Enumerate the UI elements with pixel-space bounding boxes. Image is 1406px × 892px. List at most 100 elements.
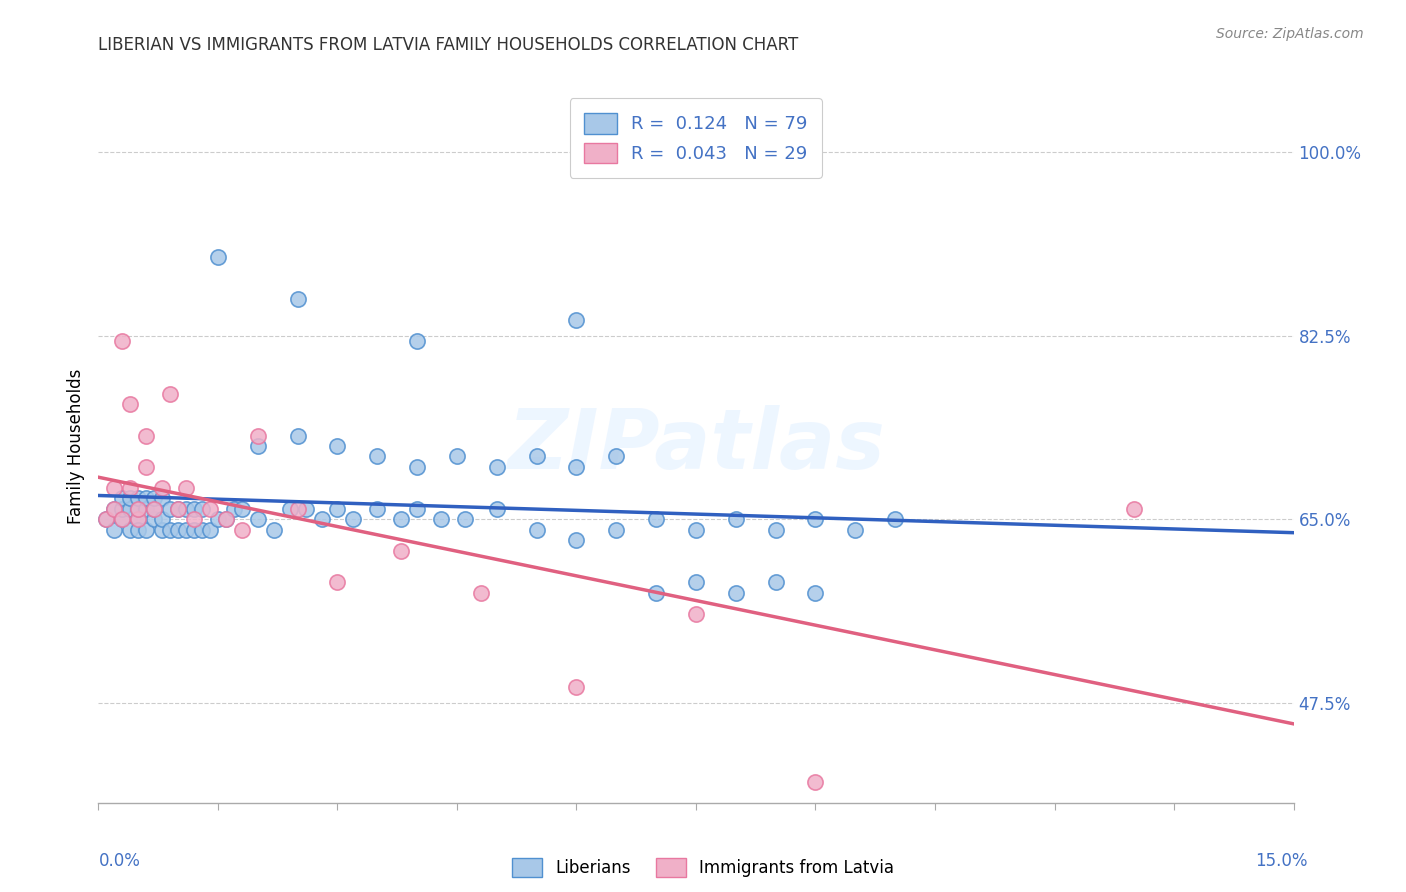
Point xyxy=(215,512,238,526)
Point xyxy=(127,512,149,526)
Legend: R =  0.124   N = 79, R =  0.043   N = 29: R = 0.124 N = 79, R = 0.043 N = 29 xyxy=(569,98,823,178)
Point xyxy=(111,512,134,526)
Point xyxy=(470,586,492,600)
Point xyxy=(765,575,787,590)
Point xyxy=(135,460,157,475)
Point xyxy=(724,512,747,526)
Text: ZIPatlas: ZIPatlas xyxy=(508,406,884,486)
Point xyxy=(120,397,142,411)
Point xyxy=(565,460,588,475)
Point xyxy=(143,502,166,516)
Point xyxy=(127,512,149,526)
Point xyxy=(287,292,309,306)
Point xyxy=(207,512,229,526)
Point xyxy=(174,502,197,516)
Text: 0.0%: 0.0% xyxy=(98,852,141,870)
Point xyxy=(111,491,134,506)
Point xyxy=(485,460,508,475)
Point xyxy=(565,681,588,695)
Point xyxy=(127,491,149,506)
Point xyxy=(191,502,214,516)
Point xyxy=(135,502,157,516)
Point xyxy=(198,523,221,537)
Text: 15.0%: 15.0% xyxy=(1256,852,1308,870)
Point xyxy=(685,523,707,537)
Point xyxy=(174,481,197,495)
Point xyxy=(565,313,588,327)
Point xyxy=(135,523,157,537)
Point xyxy=(287,428,309,442)
Point xyxy=(135,428,157,442)
Point xyxy=(685,607,707,621)
Point xyxy=(198,502,221,516)
Point xyxy=(765,523,787,537)
Point xyxy=(135,491,157,506)
Point xyxy=(884,512,907,526)
Point xyxy=(724,586,747,600)
Point xyxy=(406,334,429,348)
Point xyxy=(231,502,253,516)
Point xyxy=(526,450,548,464)
Point xyxy=(127,523,149,537)
Point xyxy=(191,523,214,537)
Point xyxy=(120,523,142,537)
Point xyxy=(804,586,827,600)
Point xyxy=(294,502,316,516)
Point xyxy=(120,502,142,516)
Point xyxy=(143,512,166,526)
Point xyxy=(103,502,125,516)
Point xyxy=(685,575,707,590)
Point xyxy=(804,774,827,789)
Text: LIBERIAN VS IMMIGRANTS FROM LATVIA FAMILY HOUSEHOLDS CORRELATION CHART: LIBERIAN VS IMMIGRANTS FROM LATVIA FAMIL… xyxy=(98,36,799,54)
Point xyxy=(111,512,134,526)
Point xyxy=(278,502,301,516)
Point xyxy=(605,523,627,537)
Point xyxy=(366,450,388,464)
Point xyxy=(844,523,866,537)
Point xyxy=(342,512,364,526)
Point xyxy=(215,512,238,526)
Point xyxy=(326,502,349,516)
Point xyxy=(454,512,477,526)
Point xyxy=(150,523,173,537)
Point xyxy=(127,502,149,516)
Point xyxy=(222,502,245,516)
Point xyxy=(326,575,349,590)
Point xyxy=(326,439,349,453)
Legend: Liberians, Immigrants from Latvia: Liberians, Immigrants from Latvia xyxy=(505,851,901,884)
Point xyxy=(207,250,229,264)
Point xyxy=(120,491,142,506)
Point xyxy=(143,491,166,506)
Point xyxy=(246,512,269,526)
Point xyxy=(231,523,253,537)
Point xyxy=(96,512,118,526)
Point xyxy=(96,512,118,526)
Point xyxy=(174,523,197,537)
Point xyxy=(366,502,388,516)
Point xyxy=(287,502,309,516)
Point xyxy=(1123,502,1146,516)
Point xyxy=(526,523,548,537)
Point xyxy=(446,450,468,464)
Point xyxy=(263,523,285,537)
Point xyxy=(159,523,181,537)
Point xyxy=(111,334,134,348)
Y-axis label: Family Households: Family Households xyxy=(66,368,84,524)
Point xyxy=(159,386,181,401)
Point xyxy=(804,512,827,526)
Point xyxy=(183,523,205,537)
Point xyxy=(485,502,508,516)
Point xyxy=(246,428,269,442)
Point xyxy=(430,512,453,526)
Point xyxy=(150,512,173,526)
Point xyxy=(167,502,190,516)
Point xyxy=(183,512,205,526)
Point xyxy=(150,491,173,506)
Point xyxy=(389,512,412,526)
Point xyxy=(167,502,190,516)
Point xyxy=(150,481,173,495)
Point xyxy=(389,544,412,558)
Text: Source: ZipAtlas.com: Source: ZipAtlas.com xyxy=(1216,27,1364,41)
Point xyxy=(565,533,588,548)
Point xyxy=(406,460,429,475)
